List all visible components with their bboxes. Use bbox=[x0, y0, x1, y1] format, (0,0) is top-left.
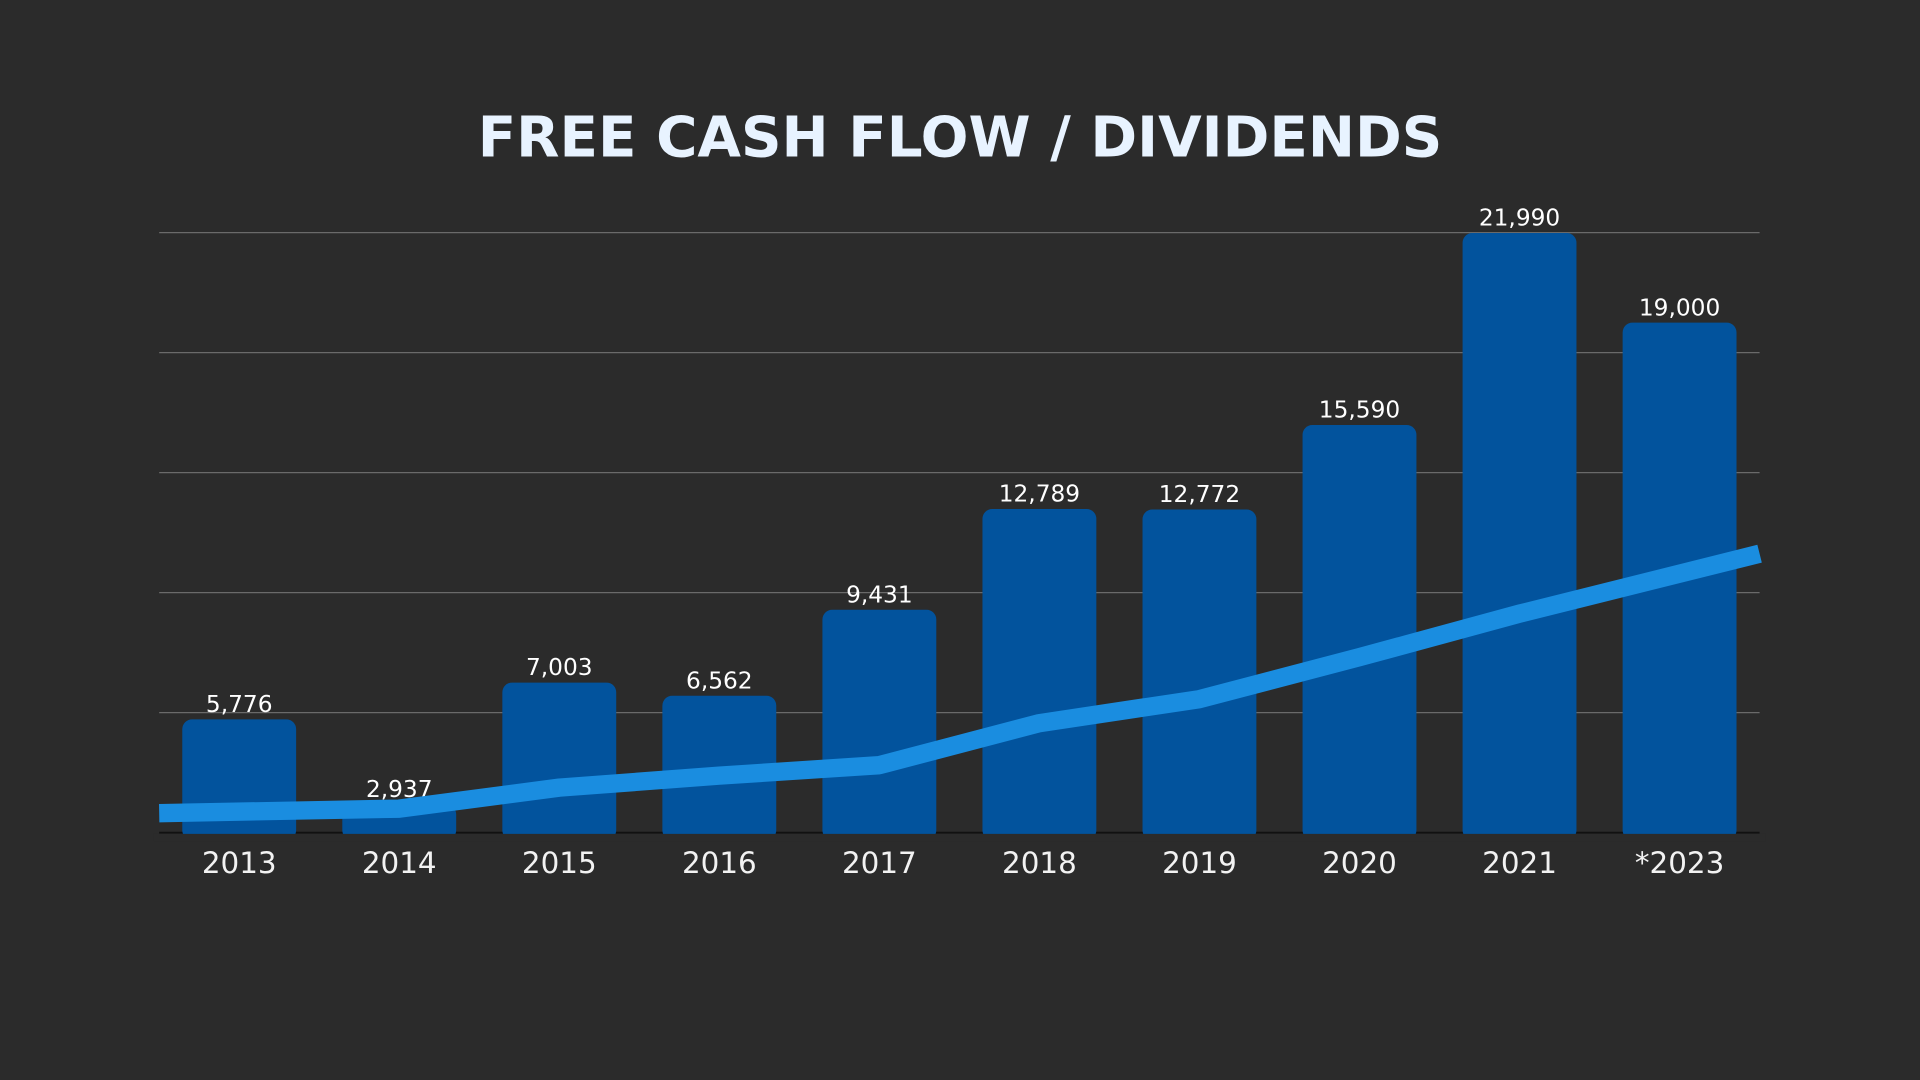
data-label: 12,772 bbox=[1159, 481, 1240, 508]
bar-2021 bbox=[1462, 232, 1577, 840]
x-tick-label: 2015 bbox=[522, 846, 597, 880]
bar-2020 bbox=[1302, 424, 1417, 840]
data-label: 21,990 bbox=[1479, 205, 1560, 232]
data-label: 9,431 bbox=[846, 581, 913, 608]
x-tick-label: 2021 bbox=[1482, 846, 1557, 880]
x-tick-label: 2014 bbox=[362, 846, 437, 880]
data-label: 6,562 bbox=[686, 667, 753, 694]
data-label: 12,789 bbox=[999, 481, 1080, 508]
bar-2019 bbox=[1142, 509, 1257, 840]
baseline-mask bbox=[153, 833, 1766, 842]
bar-2018 bbox=[982, 508, 1097, 840]
bar-2017 bbox=[822, 609, 937, 840]
x-axis: 2013 2014 2015 2016 2017 2018 2019 2020 2021 *202… bbox=[202, 846, 1724, 880]
dividends-series-line bbox=[159, 544, 1762, 823]
x-tick-label: 2018 bbox=[1002, 846, 1077, 880]
data-label: 7,003 bbox=[526, 654, 593, 681]
x-tick-label: 2020 bbox=[1322, 846, 1397, 880]
x-tick-label: 2013 bbox=[202, 846, 277, 880]
bar-2015 bbox=[502, 682, 617, 840]
data-label: 19,000 bbox=[1639, 294, 1720, 321]
bar-2013 bbox=[182, 719, 297, 840]
dividend-line bbox=[159, 544, 1762, 823]
x-tick-label: 2019 bbox=[1162, 846, 1237, 880]
data-label: 5,776 bbox=[206, 691, 273, 718]
x-tick-label: *2023 bbox=[1635, 846, 1724, 880]
data-label: 15,590 bbox=[1319, 397, 1400, 424]
x-tick-label: 2016 bbox=[682, 846, 757, 880]
x-tick-label: 2017 bbox=[842, 846, 917, 880]
chart-title: FREE CASH FLOW / DIVIDENDS bbox=[478, 106, 1443, 171]
